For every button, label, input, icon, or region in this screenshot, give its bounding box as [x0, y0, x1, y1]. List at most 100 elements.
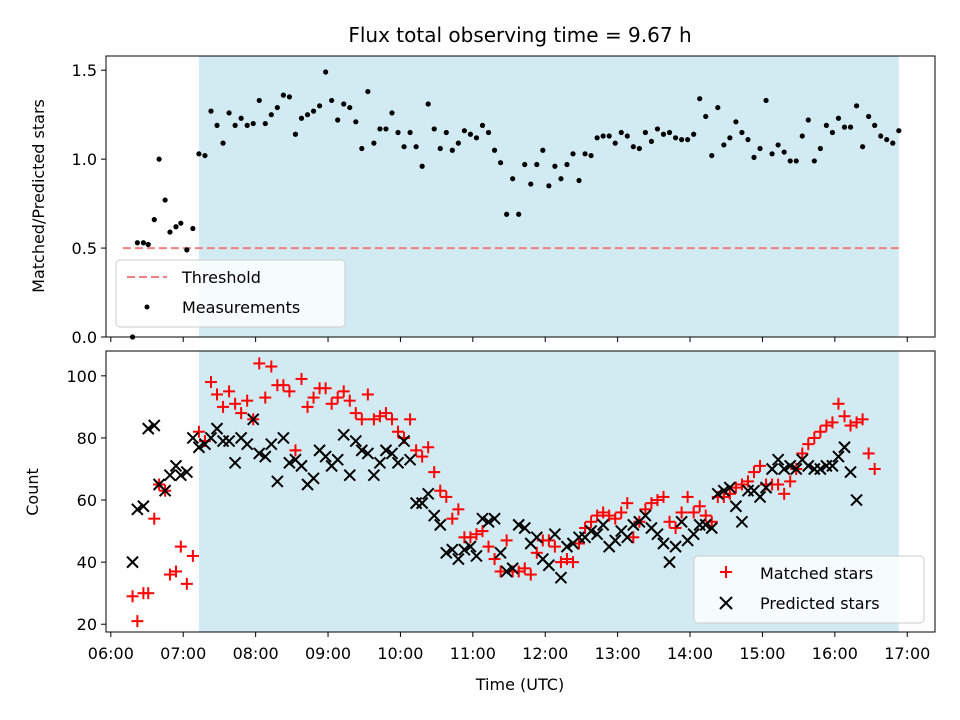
measurement-point [280, 92, 286, 98]
predicted-star-point [826, 459, 839, 473]
matched-star-point [331, 391, 344, 404]
measurement-point [853, 103, 860, 109]
matched-star-point [416, 450, 429, 463]
matched-star-point [235, 407, 248, 420]
measurement-point [733, 119, 739, 125]
matched-star-point [355, 413, 368, 426]
predicted-star-point [204, 431, 218, 445]
predicted-star-point [440, 546, 453, 560]
matched-star-point [585, 515, 598, 528]
predicted-star-point [687, 527, 700, 541]
predicted-star-point [560, 540, 574, 553]
matched-star-point [488, 553, 501, 566]
measurement-point [745, 136, 751, 143]
matched-star-point [548, 540, 561, 553]
measurement-point [787, 158, 793, 164]
measurement-point [504, 211, 510, 217]
x-tick-label: 11:00 [450, 644, 496, 663]
matched-star-point [126, 590, 139, 603]
matched-star-point [301, 400, 314, 413]
measurement-point [600, 133, 606, 139]
x-tick-label: 16:00 [812, 644, 858, 663]
x-tick-label: 09:00 [305, 644, 351, 663]
measurement-point [226, 110, 232, 116]
measurement-point [829, 129, 836, 136]
measurement-point [184, 247, 190, 253]
x-tick-label: 13:00 [595, 644, 641, 663]
predicted-star-point [421, 487, 435, 501]
matched-star-point [573, 537, 586, 550]
predicted-star-point [850, 493, 863, 507]
matched-star-point [772, 478, 785, 491]
predicted-star-point [464, 540, 477, 553]
matched-star-point [223, 385, 236, 398]
measurement-point [431, 126, 437, 132]
measurement-point [757, 145, 763, 152]
predicted-star-point [428, 509, 441, 522]
measurement-point [594, 135, 600, 141]
measurement-point [709, 152, 715, 159]
measurement-point [310, 108, 317, 114]
measurement-point [847, 124, 854, 130]
bottom-y-axis-label: Count [23, 468, 42, 516]
measurement-point [443, 129, 449, 136]
measurement-point [878, 133, 884, 139]
measurement-point [872, 122, 878, 128]
top-y-tick-label: 0.0 [72, 328, 97, 347]
predicted-star-point [253, 447, 266, 460]
measurement-point [534, 161, 540, 168]
predicted-star-point [790, 462, 803, 476]
matched-star-point [265, 360, 278, 373]
matched-star-point [796, 447, 809, 460]
measurement-point [335, 117, 341, 123]
matched-star-point [741, 475, 754, 488]
predicted-star-point [753, 490, 767, 504]
matched-star-point [868, 462, 881, 475]
predicted-star-point [142, 422, 155, 435]
measurement-point [522, 161, 528, 168]
matched-star-point [832, 397, 845, 410]
matched-star-point [530, 546, 543, 559]
measurement-point [323, 69, 329, 75]
measurement-point [715, 104, 721, 111]
matched-star-point [735, 478, 748, 491]
measurement-point [739, 129, 745, 136]
predicted-star-point [518, 521, 531, 535]
measurement-point [208, 108, 214, 114]
predicted-star-point [452, 552, 465, 566]
predicted-star-point [476, 512, 489, 525]
predicted-star-point [802, 459, 815, 473]
measurement-point [383, 126, 389, 132]
measurement-point [841, 124, 848, 130]
measurement-point [678, 136, 685, 143]
measurement-point [510, 176, 516, 182]
measurement-point [156, 156, 162, 162]
predicted-star-point [590, 527, 604, 541]
matched-star-point [422, 441, 435, 454]
matched-star-point [645, 497, 658, 510]
measurement-point [799, 133, 805, 139]
measurement-point [672, 135, 679, 141]
predicted-star-point [596, 518, 610, 532]
predicted-star-point [765, 462, 779, 476]
matched-star-point [560, 553, 573, 566]
matched-star-point [500, 534, 513, 547]
measurement-point [359, 145, 365, 152]
matched-star-point [554, 556, 567, 569]
bottom-y-tick-label: 20 [77, 615, 97, 634]
predicted-star-point [627, 518, 640, 532]
measurement-point [401, 144, 407, 150]
top-legend: Threshold Measurements [115, 259, 346, 328]
matched-star-point [174, 540, 187, 553]
measurement-point [691, 131, 697, 137]
matched-star-point [180, 577, 193, 590]
measurement-point [654, 126, 661, 132]
bottom-panel: 20 40 60 80 100 06:00 07:00 08:00 09:00 10:00 11:… [23, 350, 936, 694]
predicted-star-point [729, 500, 743, 513]
matched-star-point [204, 376, 217, 389]
predicted-star-point [385, 447, 399, 460]
measurement-point [134, 240, 140, 246]
matched-star-point [820, 419, 833, 432]
measurement-point [479, 122, 486, 128]
matched-star-point [494, 565, 507, 578]
